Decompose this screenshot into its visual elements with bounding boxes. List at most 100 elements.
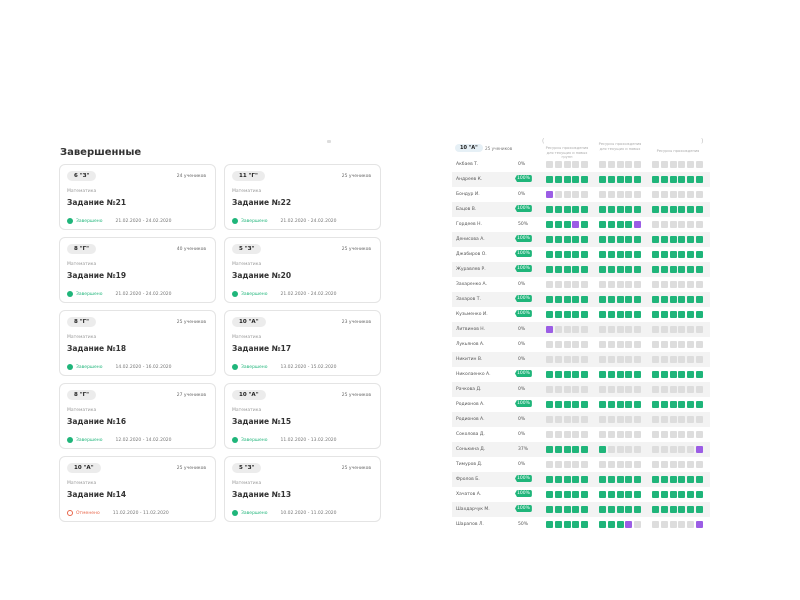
progress-square[interactable] xyxy=(652,311,659,318)
progress-square[interactable] xyxy=(546,266,553,273)
progress-square[interactable] xyxy=(607,341,615,348)
progress-square[interactable] xyxy=(607,446,615,453)
progress-square[interactable] xyxy=(634,176,642,183)
progress-square[interactable] xyxy=(563,491,571,498)
progress-square[interactable] xyxy=(616,416,624,423)
assignment-card[interactable]: 8 "Г" 40 учеников Математика Задание №19… xyxy=(59,237,216,303)
progress-square[interactable] xyxy=(599,341,606,348)
progress-square[interactable] xyxy=(572,416,580,423)
progress-square[interactable] xyxy=(669,431,677,438)
progress-square[interactable] xyxy=(625,221,633,228)
progress-square[interactable] xyxy=(660,446,668,453)
table-row[interactable]: Литвинов Н. 0% xyxy=(452,322,710,337)
progress-square[interactable] xyxy=(546,416,553,423)
progress-square[interactable] xyxy=(687,521,695,528)
progress-square[interactable] xyxy=(634,461,642,468)
progress-square[interactable] xyxy=(572,296,580,303)
progress-square[interactable] xyxy=(634,206,642,213)
progress-square[interactable] xyxy=(634,446,642,453)
progress-square[interactable] xyxy=(696,506,703,513)
progress-square[interactable] xyxy=(546,251,553,258)
progress-square[interactable] xyxy=(607,506,615,513)
progress-square[interactable] xyxy=(572,311,580,318)
progress-square[interactable] xyxy=(607,236,615,243)
progress-square[interactable] xyxy=(669,416,677,423)
progress-square[interactable] xyxy=(634,251,642,258)
progress-square[interactable] xyxy=(678,506,686,513)
assignment-card[interactable]: 10 "А" 25 учеников Математика Задание №1… xyxy=(59,456,216,522)
progress-square[interactable] xyxy=(563,341,571,348)
progress-square[interactable] xyxy=(554,491,562,498)
progress-square[interactable] xyxy=(669,461,677,468)
progress-square[interactable] xyxy=(563,206,571,213)
progress-square[interactable] xyxy=(660,296,668,303)
progress-square[interactable] xyxy=(669,281,677,288)
progress-square[interactable] xyxy=(625,356,633,363)
progress-square[interactable] xyxy=(652,386,659,393)
progress-square[interactable] xyxy=(572,476,580,483)
progress-square[interactable] xyxy=(696,266,703,273)
progress-square[interactable] xyxy=(581,281,589,288)
progress-square[interactable] xyxy=(634,401,642,408)
progress-square[interactable] xyxy=(563,191,571,198)
progress-square[interactable] xyxy=(634,416,642,423)
progress-square[interactable] xyxy=(660,356,668,363)
progress-square[interactable] xyxy=(563,386,571,393)
progress-square[interactable] xyxy=(607,176,615,183)
progress-square[interactable] xyxy=(607,266,615,273)
progress-square[interactable] xyxy=(563,416,571,423)
table-row[interactable]: Родионов А. 0% xyxy=(452,412,710,427)
progress-square[interactable] xyxy=(546,461,553,468)
progress-square[interactable] xyxy=(678,401,686,408)
progress-square[interactable] xyxy=(581,341,589,348)
progress-square[interactable] xyxy=(669,401,677,408)
progress-square[interactable] xyxy=(563,476,571,483)
progress-square[interactable] xyxy=(616,161,624,168)
table-row[interactable]: Лукьянов А. 0% xyxy=(452,337,710,352)
progress-square[interactable] xyxy=(599,326,606,333)
progress-square[interactable] xyxy=(563,326,571,333)
progress-square[interactable] xyxy=(616,431,624,438)
progress-square[interactable] xyxy=(581,521,589,528)
progress-square[interactable] xyxy=(634,491,642,498)
progress-square[interactable] xyxy=(563,236,571,243)
progress-square[interactable] xyxy=(652,281,659,288)
progress-square[interactable] xyxy=(563,371,571,378)
table-row[interactable]: Шарапов Л. 50% xyxy=(452,517,710,532)
progress-square[interactable] xyxy=(616,326,624,333)
progress-square[interactable] xyxy=(572,386,580,393)
progress-square[interactable] xyxy=(546,191,553,198)
progress-square[interactable] xyxy=(652,401,659,408)
progress-square[interactable] xyxy=(625,191,633,198)
progress-square[interactable] xyxy=(554,386,562,393)
progress-square[interactable] xyxy=(572,221,580,228)
progress-square[interactable] xyxy=(669,251,677,258)
progress-square[interactable] xyxy=(660,371,668,378)
progress-square[interactable] xyxy=(546,341,553,348)
progress-square[interactable] xyxy=(563,161,571,168)
progress-square[interactable] xyxy=(572,236,580,243)
progress-square[interactable] xyxy=(581,491,589,498)
progress-square[interactable] xyxy=(660,506,668,513)
progress-square[interactable] xyxy=(634,161,642,168)
progress-square[interactable] xyxy=(607,221,615,228)
progress-square[interactable] xyxy=(581,461,589,468)
progress-square[interactable] xyxy=(687,296,695,303)
progress-square[interactable] xyxy=(546,476,553,483)
progress-square[interactable] xyxy=(607,281,615,288)
table-row[interactable]: Шахдарчук М. 100% xyxy=(452,502,710,517)
progress-square[interactable] xyxy=(678,371,686,378)
progress-square[interactable] xyxy=(616,266,624,273)
progress-square[interactable] xyxy=(696,461,703,468)
progress-square[interactable] xyxy=(634,476,642,483)
progress-square[interactable] xyxy=(652,236,659,243)
progress-square[interactable] xyxy=(634,266,642,273)
progress-square[interactable] xyxy=(581,416,589,423)
progress-square[interactable] xyxy=(678,416,686,423)
table-row[interactable]: Захаренко А. 0% xyxy=(452,277,710,292)
progress-square[interactable] xyxy=(546,326,553,333)
progress-square[interactable] xyxy=(546,296,553,303)
progress-square[interactable] xyxy=(678,161,686,168)
progress-square[interactable] xyxy=(599,266,606,273)
progress-square[interactable] xyxy=(616,236,624,243)
